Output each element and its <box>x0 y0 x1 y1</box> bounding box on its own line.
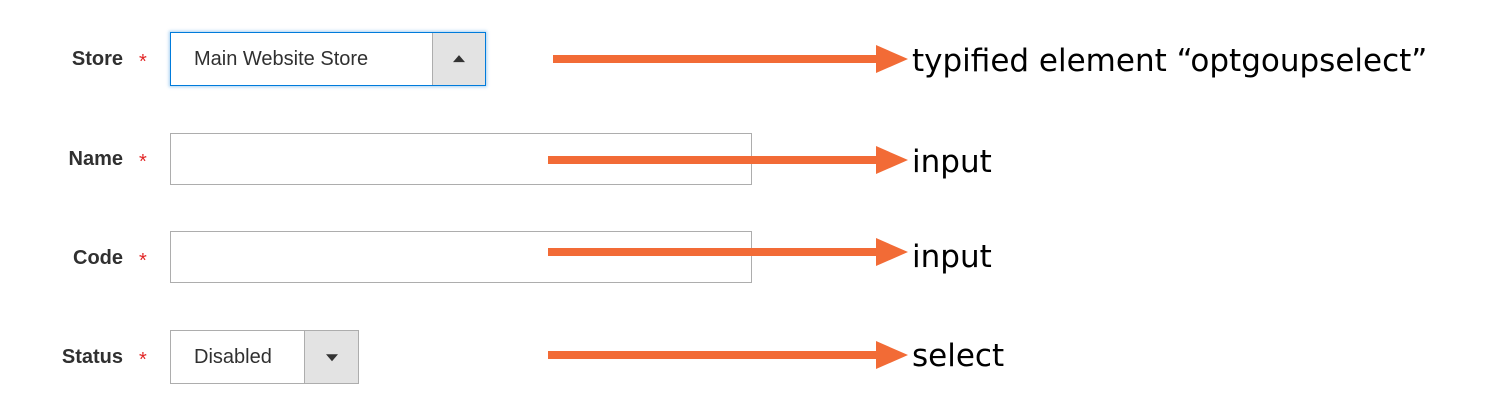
code-required-marker: * <box>139 250 147 272</box>
store-select-toggle[interactable] <box>432 33 485 85</box>
store-select-value: Main Website Store <box>194 48 369 70</box>
name-required-marker: * <box>139 151 147 173</box>
annotation-optgroupselect: typified element “optgoupselect” <box>912 43 1428 79</box>
annotation-status-select: select <box>912 338 1005 374</box>
status-label: Status <box>61 346 123 368</box>
code-label: Code <box>73 247 123 269</box>
triangle-down-icon <box>325 354 338 362</box>
store-required-marker: * <box>139 51 147 73</box>
annotation-code-input: input <box>912 239 992 275</box>
arrow-right-icon <box>548 238 908 266</box>
status-required-marker: * <box>139 349 147 371</box>
name-label: Name <box>68 148 123 170</box>
annotation-name-input: input <box>912 144 992 180</box>
arrow-right-icon <box>548 341 908 369</box>
code-input[interactable] <box>170 231 752 283</box>
store-select[interactable]: Main Website Store <box>170 32 486 86</box>
status-select[interactable]: Disabled <box>170 330 359 384</box>
arrow-right-icon <box>548 146 908 174</box>
arrow-right-icon <box>553 45 908 73</box>
status-select-value: Disabled <box>194 346 272 368</box>
triangle-up-icon <box>453 55 465 63</box>
status-select-toggle[interactable] <box>304 331 358 383</box>
store-label: Store <box>71 48 123 70</box>
